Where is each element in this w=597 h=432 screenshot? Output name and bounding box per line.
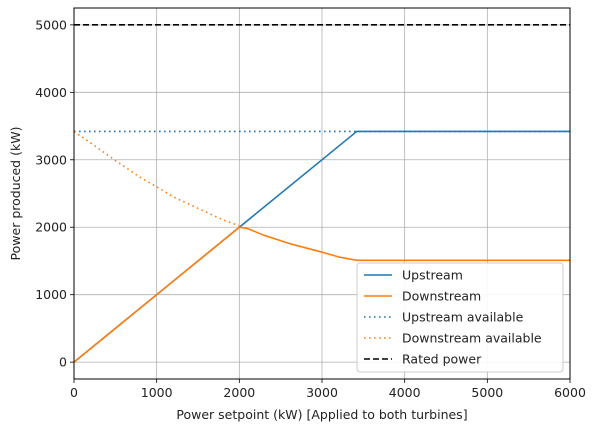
y-tick-label: 5000 <box>35 17 67 32</box>
series-downstream-available <box>73 130 240 227</box>
x-axis-label: Power setpoint (kW) [Applied to both tur… <box>176 407 467 422</box>
x-tick-label: 6000 <box>554 385 586 400</box>
y-tick-label: 2000 <box>35 220 67 235</box>
x-tick-label: 1000 <box>141 385 173 400</box>
y-tick-label: 0 <box>59 355 67 370</box>
x-tick-label: 3000 <box>306 385 338 400</box>
legend-label: Upstream available <box>402 310 524 325</box>
y-tick-label: 3000 <box>35 152 67 167</box>
axis-ticks: 0 1000 2000 3000 4000 5000 6000 0 1000 2000 3000 40… <box>35 17 586 400</box>
series-lines <box>73 24 570 363</box>
legend-label: Upstream <box>402 268 463 283</box>
legend-label: Rated power <box>402 352 482 367</box>
x-tick-label: 2000 <box>223 385 255 400</box>
legend-box <box>356 262 564 373</box>
series-downstream <box>73 226 570 363</box>
x-tick-label: 4000 <box>389 385 421 400</box>
y-tick-label: 4000 <box>35 85 67 100</box>
legend-label: Downstream available <box>402 331 542 346</box>
y-axis-label: Power produced (kW) <box>8 127 23 261</box>
legend-label: Downstream <box>402 289 481 304</box>
x-tick-label: 0 <box>70 385 78 400</box>
x-tick-label: 5000 <box>471 385 503 400</box>
legend: Upstream Downstream Upstream available Down… <box>356 262 564 373</box>
y-tick-label: 1000 <box>35 287 67 302</box>
